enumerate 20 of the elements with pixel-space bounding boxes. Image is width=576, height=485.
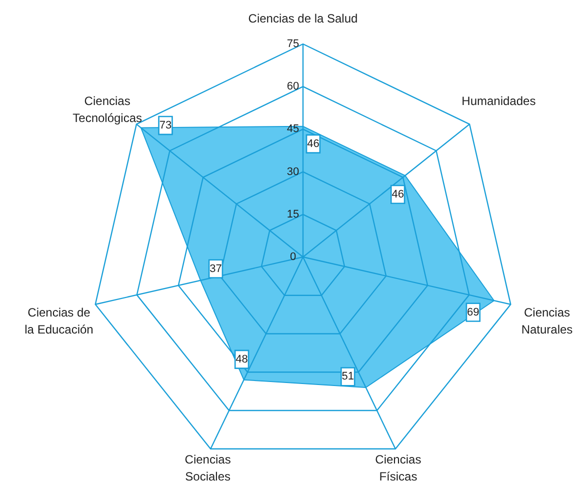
data-label: 37 — [210, 262, 222, 275]
data-label: 46 — [307, 138, 320, 150]
y-tick-label: 45 — [286, 123, 300, 136]
data-label: 46 — [392, 188, 404, 200]
spoke-label: Humanidades — [462, 94, 536, 108]
spoke-label: Ciencias Físicas — [375, 452, 422, 484]
data-label: 48 — [236, 353, 248, 366]
data-label: 69 — [467, 306, 480, 318]
data-label: 73 — [159, 119, 172, 132]
spoke-label: Ciencias Sociales — [184, 452, 231, 484]
y-tick-label: 30 — [286, 166, 300, 178]
y-tick-label: 0 — [290, 251, 296, 263]
y-tick-label: 15 — [286, 208, 300, 220]
spoke-label: Ciencias Tecnológicas — [72, 94, 142, 125]
spoke-label: Ciencias de la Salud — [248, 11, 358, 26]
y-tick-label: 75 — [286, 38, 300, 50]
data-label: 51 — [342, 370, 354, 383]
spoke-label: Ciencias de la Educación — [24, 306, 94, 337]
spoke-label: Ciencias Naturales — [521, 306, 573, 337]
y-tick-label: 60 — [286, 80, 300, 93]
